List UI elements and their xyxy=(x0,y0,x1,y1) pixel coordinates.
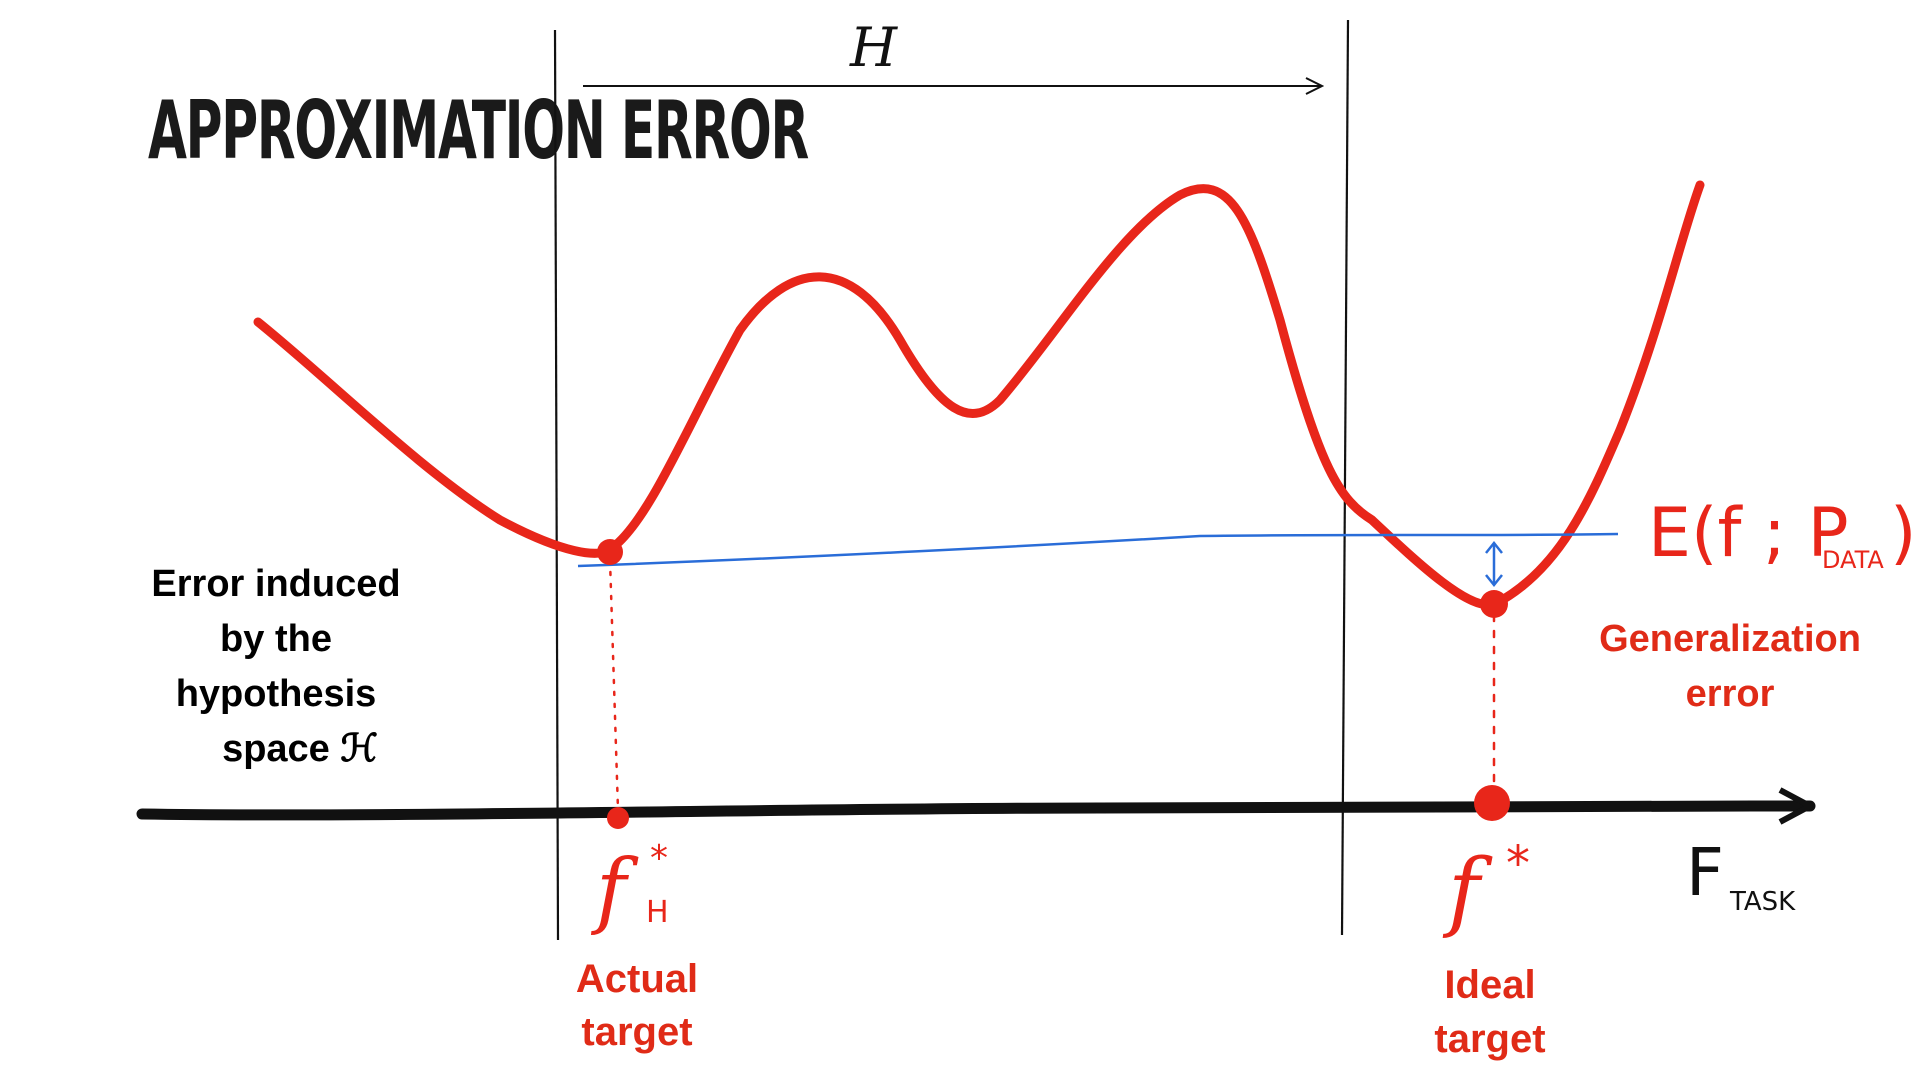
hypothesis-error-line-4: space ℋ xyxy=(222,728,378,770)
fh-star-label: f * H xyxy=(590,838,669,938)
fh-star-sub: H xyxy=(646,895,669,930)
task-space-main: F xyxy=(1686,834,1724,911)
error-curve xyxy=(253,180,1705,610)
actual-target-line-2: target xyxy=(581,1010,692,1054)
hypothesis-error-line-3: hypothesis xyxy=(176,673,377,715)
left-boundary-line xyxy=(553,29,560,941)
hypothesis-error-annotation: Error induced by the hypothesis space ℋ xyxy=(151,563,400,770)
task-space-label: F TASK xyxy=(1686,834,1796,917)
generalization-error-annotation: Generalization error xyxy=(1599,618,1861,715)
f-star-main: f xyxy=(1442,841,1493,941)
ideal-target-axis-point xyxy=(1474,785,1510,821)
actual-target-curve-point xyxy=(597,539,623,565)
ideal-target-curve-point xyxy=(1480,590,1508,618)
diagram-title: APPROXIMATION ERROR xyxy=(148,84,808,177)
task-space-subscript: TASK xyxy=(1729,887,1796,917)
generalization-gap-arrow xyxy=(1485,540,1503,588)
expected-error-close: ) xyxy=(1890,494,1917,573)
right-boundary-line xyxy=(1340,19,1350,936)
fh-star-sup: * xyxy=(650,838,668,879)
actual-target-axis-point xyxy=(607,807,629,829)
hypothesis-error-line-1: Error induced xyxy=(151,563,400,605)
f-star-label: f * xyxy=(1442,836,1530,941)
expected-error-main: E(f ; P xyxy=(1648,494,1849,573)
expected-error-subscript: DATA xyxy=(1822,546,1884,574)
ideal-target-annotation: Ideal target xyxy=(1434,963,1545,1061)
generalization-error-line-2: error xyxy=(1686,673,1775,715)
empirical-error-line xyxy=(577,532,1619,568)
fh-star-main: f xyxy=(590,843,639,938)
f-star-sup: * xyxy=(1506,836,1530,892)
task-space-axis xyxy=(136,787,1816,825)
hypothesis-error-line-2: by the xyxy=(220,618,332,660)
generalization-error-line-1: Generalization xyxy=(1599,618,1861,660)
actual-target-dotted-line xyxy=(608,558,620,812)
ideal-target-line-1: Ideal xyxy=(1444,963,1535,1007)
expected-error-label: E(f ; P DATA ) xyxy=(1648,494,1917,574)
hypothesis-space-label: H xyxy=(849,16,898,79)
actual-target-annotation: Actual target xyxy=(576,957,698,1054)
ideal-target-line-2: target xyxy=(1434,1017,1545,1061)
actual-target-line-1: Actual xyxy=(576,957,698,1001)
